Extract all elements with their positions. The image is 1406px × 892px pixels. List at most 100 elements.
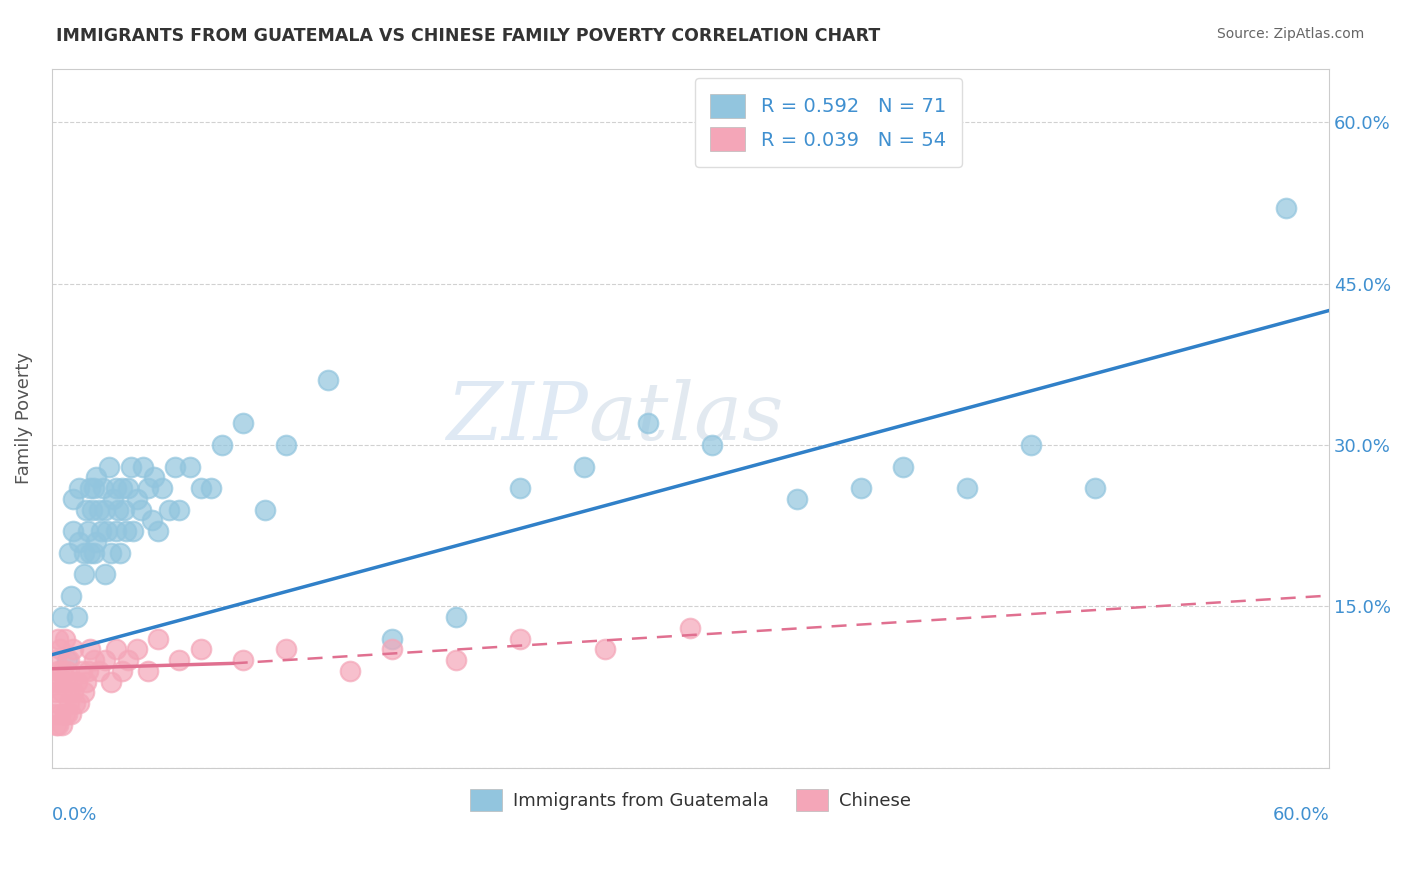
Point — [444, 653, 467, 667]
Point — [108, 545, 131, 559]
Point — [165, 459, 187, 474]
Point — [117, 481, 139, 495]
Point — [83, 653, 105, 667]
Y-axis label: Family Poverty: Family Poverty — [15, 352, 32, 484]
Point — [58, 545, 80, 559]
Point — [73, 685, 96, 699]
Point — [94, 502, 117, 516]
Point — [700, 438, 723, 452]
Point — [190, 481, 212, 495]
Point — [82, 502, 104, 516]
Point — [111, 481, 134, 495]
Point — [849, 481, 872, 495]
Point — [132, 459, 155, 474]
Point — [67, 481, 90, 495]
Text: atlas: atlas — [588, 379, 783, 457]
Point — [509, 481, 531, 495]
Point — [45, 717, 67, 731]
Point — [891, 459, 914, 474]
Point — [120, 459, 142, 474]
Point — [100, 674, 122, 689]
Point — [55, 706, 77, 721]
Point — [90, 524, 112, 538]
Text: ZIP: ZIP — [447, 379, 588, 457]
Point — [381, 642, 404, 657]
Point — [83, 545, 105, 559]
Point — [112, 502, 135, 516]
Legend: Immigrants from Guatemala, Chinese: Immigrants from Guatemala, Chinese — [463, 781, 918, 818]
Point — [86, 470, 108, 484]
Point — [73, 567, 96, 582]
Point — [49, 674, 72, 689]
Point — [572, 459, 595, 474]
Point — [169, 653, 191, 667]
Point — [157, 502, 180, 516]
Point — [42, 706, 65, 721]
Point — [274, 438, 297, 452]
Point — [169, 502, 191, 516]
Point — [121, 524, 143, 538]
Point — [339, 664, 361, 678]
Point — [179, 459, 201, 474]
Point — [86, 534, 108, 549]
Point — [125, 491, 148, 506]
Point — [141, 513, 163, 527]
Point — [83, 481, 105, 495]
Point — [63, 696, 86, 710]
Point — [87, 502, 110, 516]
Point — [1084, 481, 1107, 495]
Point — [148, 524, 170, 538]
Point — [62, 642, 84, 657]
Point — [51, 610, 73, 624]
Point — [75, 674, 97, 689]
Point — [103, 491, 125, 506]
Point — [79, 545, 101, 559]
Point — [45, 653, 67, 667]
Point — [77, 524, 100, 538]
Point — [91, 481, 114, 495]
Point — [51, 717, 73, 731]
Point — [94, 567, 117, 582]
Point — [232, 653, 254, 667]
Point — [190, 642, 212, 657]
Point — [1019, 438, 1042, 452]
Point — [136, 664, 159, 678]
Text: 60.0%: 60.0% — [1272, 806, 1329, 824]
Point — [46, 696, 69, 710]
Point — [94, 653, 117, 667]
Point — [53, 632, 76, 646]
Point — [381, 632, 404, 646]
Point — [956, 481, 979, 495]
Point — [637, 417, 659, 431]
Point — [67, 696, 90, 710]
Point — [115, 524, 138, 538]
Point — [232, 417, 254, 431]
Point — [79, 481, 101, 495]
Point — [73, 545, 96, 559]
Point — [136, 481, 159, 495]
Point — [51, 685, 73, 699]
Point — [62, 491, 84, 506]
Point — [53, 706, 76, 721]
Text: IMMIGRANTS FROM GUATEMALA VS CHINESE FAMILY POVERTY CORRELATION CHART: IMMIGRANTS FROM GUATEMALA VS CHINESE FAM… — [56, 27, 880, 45]
Point — [70, 664, 93, 678]
Point — [104, 524, 127, 538]
Point — [75, 502, 97, 516]
Point — [98, 459, 121, 474]
Point — [62, 524, 84, 538]
Point — [318, 374, 340, 388]
Point — [593, 642, 616, 657]
Point — [77, 664, 100, 678]
Point — [59, 674, 82, 689]
Point — [55, 653, 77, 667]
Point — [152, 481, 174, 495]
Point — [211, 438, 233, 452]
Point — [59, 706, 82, 721]
Point — [46, 717, 69, 731]
Point — [444, 610, 467, 624]
Point — [117, 653, 139, 667]
Point — [100, 545, 122, 559]
Point — [51, 664, 73, 678]
Point — [58, 653, 80, 667]
Point — [66, 610, 89, 624]
